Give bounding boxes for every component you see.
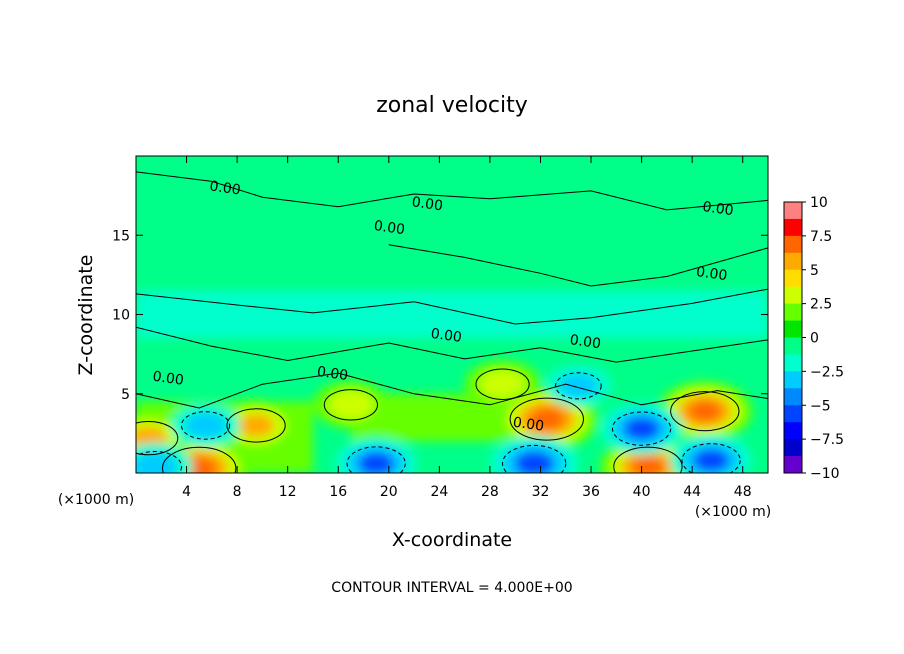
field-feature [357, 452, 395, 473]
contour-label: 0.00 [512, 415, 545, 435]
contour-label: 0.00 [569, 332, 602, 352]
contour-line [670, 391, 740, 432]
contour-line [509, 397, 584, 441]
contour-line-zero [388, 244, 768, 287]
colorbar-swatch [784, 439, 802, 457]
colorbar: 10 7.5 5 2.5 0 −2.5 −5 −7.5 −10 [783, 195, 844, 482]
contour-line [611, 411, 672, 446]
field-feature [558, 373, 599, 399]
y-tick-label: 5 [121, 387, 130, 403]
contour-line-zero [136, 171, 768, 211]
colorbar-swatch [784, 422, 802, 440]
field-feature [136, 452, 179, 473]
chart-title: zonal velocity [376, 93, 528, 118]
x-axis-label: X-coordinate [392, 529, 512, 551]
field-feature [514, 451, 554, 473]
contour-label: 0.00 [208, 178, 241, 198]
x-tick-label: 44 [683, 484, 701, 500]
colorbar-tick-label: −7.5 [810, 432, 844, 448]
colorbar-tick-label: −2.5 [810, 364, 844, 380]
contour-line [323, 389, 378, 421]
colorbar-tick-label: 2.5 [810, 297, 832, 313]
x-tick-label: 16 [329, 484, 347, 500]
x-tick-label: 36 [582, 484, 600, 500]
colorbar-swatch [784, 337, 802, 355]
field-feature [692, 448, 730, 472]
colorbar-tick-label: 10 [810, 195, 828, 211]
field-band [136, 195, 768, 228]
contour-label: 0.00 [430, 326, 463, 346]
contour-line [555, 372, 602, 400]
contour-line [136, 420, 179, 456]
x-tick-label: 12 [279, 484, 297, 500]
colorbar-swatch [784, 269, 802, 288]
colorbar-swatch [784, 388, 802, 406]
contour-line [180, 411, 231, 440]
contour-label: 0.00 [411, 194, 444, 214]
colorbar-swatch [784, 218, 802, 237]
x-tick-label: 4 [182, 484, 191, 500]
colorbar-tick-label: 7.5 [810, 229, 832, 245]
colorbar-swatch [784, 354, 802, 372]
y-axis-label: Z-coordinate [75, 255, 97, 376]
y-tick-label: 10 [112, 308, 130, 324]
x-tick-label: 40 [633, 484, 651, 500]
colorbar-swatch [784, 456, 802, 474]
field-feature [623, 417, 660, 441]
contour-line [502, 444, 567, 473]
contour-line-zero [136, 326, 768, 363]
colorbar-tick-label: 5 [810, 263, 819, 279]
contour-interval-note: CONTOUR INTERVAL = 4.000E+00 [331, 580, 572, 596]
contour-labels: 0.000.000.000.000.000.00 0.000.00 0.000.00 [152, 178, 735, 434]
field-feature [688, 400, 722, 422]
x-unit-right: (×1000 m) [695, 504, 771, 520]
colorbar-swatch [784, 320, 802, 338]
colorbar-tick-label: 0 [810, 331, 819, 347]
contour-line-zero [136, 288, 768, 325]
x-axis-ticks: 4 8 12 16 20 24 28 32 36 40 44 48 [182, 156, 752, 500]
colorbar-swatch [784, 405, 802, 423]
contour-label: 0.00 [316, 364, 349, 384]
contour-lines [136, 171, 768, 473]
colorbar-swatch [784, 371, 802, 389]
y-axis-ticks: 5 10 15 [112, 228, 768, 403]
contour-label: 0.00 [695, 264, 728, 284]
x-tick-label: 20 [380, 484, 398, 500]
field-feature [184, 412, 227, 439]
contour-line [226, 408, 286, 443]
field-band [136, 290, 768, 339]
contour-line [346, 446, 406, 473]
field-feature [479, 369, 526, 399]
contour-line [475, 368, 530, 400]
colorbar-swatch [784, 252, 802, 271]
x-unit-left: (×1000 m) [58, 492, 134, 508]
contour-label: 0.00 [701, 199, 734, 219]
contour-line [136, 450, 183, 473]
x-tick-label: 8 [233, 484, 242, 500]
field-feature [327, 390, 375, 420]
contour-line [162, 446, 237, 473]
x-tick-label: 24 [430, 484, 448, 500]
field-feature [237, 413, 275, 437]
colorbar-tick-label: −5 [810, 398, 831, 414]
y-tick-label: 15 [112, 228, 130, 244]
colorbar-tick-label: −10 [810, 466, 840, 482]
plot-area: 0.000.000.000.000.000.00 0.000.00 0.000.00… [112, 155, 769, 500]
field-feature [529, 407, 565, 431]
colorbar-swatch [784, 303, 802, 321]
x-tick-label: 32 [532, 484, 550, 500]
colorbar-swatch [784, 286, 802, 305]
colorbar-swatch [784, 235, 802, 254]
contour-label: 0.00 [373, 218, 406, 238]
x-tick-label: 28 [481, 484, 499, 500]
contour-line [613, 446, 683, 473]
contour-line-zero [136, 372, 768, 409]
x-tick-label: 48 [734, 484, 752, 500]
contour-line [681, 443, 741, 473]
colorbar-swatch [784, 202, 802, 220]
field-feature [631, 456, 665, 473]
contour-label: 0.00 [152, 369, 185, 389]
